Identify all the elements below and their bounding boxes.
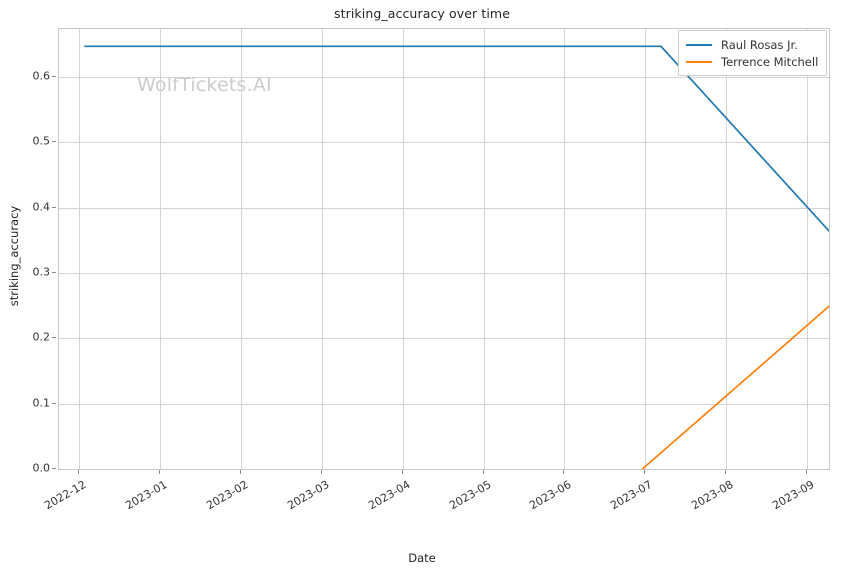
y-tick-label: 0.0: [32, 461, 51, 475]
legend-item[interactable]: Terrence Mitchell: [686, 53, 818, 70]
y-tick-mark: [52, 337, 56, 338]
gridline-horizontal: [59, 273, 829, 274]
gridline-vertical: [645, 29, 646, 469]
gridline-vertical: [484, 29, 485, 469]
y-tick-mark: [52, 468, 56, 469]
x-tick-label: 2023-07: [608, 478, 655, 513]
x-tick-label: 2022-12: [42, 478, 89, 513]
x-tick-mark: [240, 470, 241, 474]
y-tick-label: 0.2: [32, 330, 51, 344]
gridline-vertical: [79, 29, 80, 469]
y-tick-mark: [52, 272, 56, 273]
x-tick-mark: [402, 470, 403, 474]
x-tick-label: 2023-04: [365, 478, 413, 513]
x-tick-label: 2023-05: [446, 478, 493, 513]
x-tick-label: 2023-01: [123, 478, 170, 513]
x-tick-label: 2023-09: [770, 478, 817, 513]
chart-legend: Raul Rosas Jr. Terrence Mitchell: [678, 30, 828, 76]
x-tick-mark: [78, 470, 79, 474]
y-tick-mark: [52, 207, 56, 208]
y-axis-ticks: 0.0 0.1 0.2 0.3 0.4 0.5 0.6: [0, 0, 56, 575]
x-tick-mark: [725, 470, 726, 474]
x-tick-mark: [159, 470, 160, 474]
chart-title: striking_accuracy over time: [333, 6, 510, 21]
gridline-vertical: [564, 29, 565, 469]
legend-item[interactable]: Raul Rosas Jr.: [686, 36, 818, 53]
x-tick-mark: [563, 470, 564, 474]
gridline-vertical: [726, 29, 727, 469]
y-tick-mark: [52, 141, 56, 142]
y-tick-label: 0.5: [32, 134, 51, 148]
legend-color-swatch: [686, 60, 712, 63]
gridline-vertical: [241, 29, 242, 469]
gridline-horizontal: [59, 142, 829, 143]
x-tick-mark: [321, 470, 322, 474]
series-lines: [84, 45, 829, 469]
y-tick-label: 0.6: [32, 69, 51, 83]
x-axis-label: Date: [408, 551, 436, 565]
y-tick-label: 0.4: [32, 200, 51, 214]
y-tick-label: 0.1: [32, 396, 51, 410]
y-tick-mark: [52, 76, 56, 77]
x-tick-mark: [483, 470, 484, 474]
gridline-horizontal: [59, 208, 829, 209]
gridline-vertical: [160, 29, 161, 469]
series-line: [84, 45, 829, 233]
legend-label: Raul Rosas Jr.: [721, 37, 798, 52]
gridline-vertical: [322, 29, 323, 469]
x-tick-label: 2023-08: [689, 478, 736, 513]
x-tick-label: 2023-03: [284, 478, 332, 513]
legend-color-swatch: [686, 43, 712, 46]
x-tick-label: 2023-02: [203, 478, 251, 513]
x-tick-mark: [806, 470, 807, 474]
x-tick-label: 2023-06: [527, 478, 574, 513]
gridline-horizontal: [59, 404, 829, 405]
gridline-vertical: [403, 29, 404, 469]
y-tick-mark: [52, 403, 56, 404]
series-line: [641, 305, 829, 469]
gridline-vertical: [807, 29, 808, 469]
y-tick-label: 0.3: [32, 265, 51, 279]
gridline-horizontal: [59, 338, 829, 339]
gridline-horizontal: [59, 77, 829, 78]
x-tick-mark: [644, 470, 645, 474]
legend-label: Terrence Mitchell: [721, 54, 819, 69]
